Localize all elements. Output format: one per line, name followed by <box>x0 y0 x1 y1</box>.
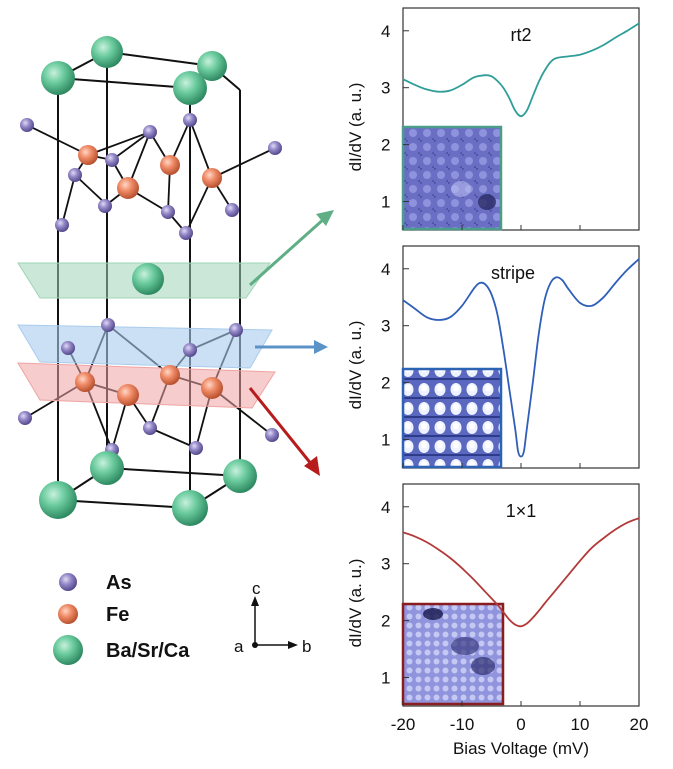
a-axis-label: a <box>234 637 244 656</box>
as-atom <box>143 125 157 139</box>
panel-title: rt2 <box>510 25 531 45</box>
y-tick-label: 3 <box>381 317 390 336</box>
ba-atom-center <box>132 263 164 295</box>
fe-atom <box>201 377 223 399</box>
as-atom <box>229 323 243 337</box>
as-atom <box>183 113 197 127</box>
fe-atom <box>75 372 95 392</box>
y-tick-label: 1 <box>381 669 390 688</box>
y-tick-label: 3 <box>381 79 390 98</box>
panel-1x1: 1 2 3 4 -20 -10 0 10 20 1×1 dI/dV (a. u.) Bias Volt… <box>346 483 649 758</box>
c-axis-label: c <box>252 579 261 598</box>
spectrum-line <box>402 22 640 118</box>
a-axis-dot <box>252 642 258 648</box>
spectrum-line <box>402 258 640 458</box>
panel-rt2: 1 2 3 4 rt2 dI/dV (a. u.) <box>346 7 640 231</box>
as-atom <box>189 441 203 455</box>
legend-ba-swatch <box>53 635 83 665</box>
ba-atom <box>41 61 75 95</box>
as-atom <box>61 341 75 355</box>
b-axis-label: b <box>302 637 311 656</box>
y-tick-label: 2 <box>381 136 390 155</box>
arrow-top-head <box>316 210 334 226</box>
y-tick-label: 1 <box>381 193 390 212</box>
ba-atom <box>39 481 77 519</box>
x-tick-label: -10 <box>450 715 475 734</box>
as-atom <box>68 168 82 182</box>
panel-title: 1×1 <box>506 501 537 521</box>
fe-atom <box>78 145 98 165</box>
bright-spot <box>451 181 471 197</box>
as-atom <box>179 226 193 240</box>
y-tick-label: 2 <box>381 374 390 393</box>
plane-arrows <box>248 210 334 476</box>
coordinate-axes: c a b <box>234 579 311 656</box>
legend-as-label: As <box>106 572 132 594</box>
y-tick-label: 3 <box>381 555 390 574</box>
as-atom <box>143 421 157 435</box>
y-tick-label: 4 <box>381 22 390 41</box>
x-tick-label: 0 <box>516 715 525 734</box>
legend: As Fe Ba/Sr/Ca <box>53 572 190 665</box>
panel-stripe: 1 2 3 4 stripe dI/dV (a. u.) <box>346 245 640 469</box>
x-tick-label: 20 <box>630 715 649 734</box>
fe-atom <box>160 155 180 175</box>
arrow-mid-head <box>314 340 328 354</box>
ba-atom <box>91 36 123 68</box>
as-atom <box>18 411 32 425</box>
x-tick-label: 10 <box>571 715 590 734</box>
y-tick-label: 1 <box>381 431 390 450</box>
y-axis-label: dI/dV (a. u.) <box>346 83 365 172</box>
y-axis-label: dI/dV (a. u.) <box>346 559 365 648</box>
defect-spot <box>451 637 479 655</box>
as-atom <box>268 141 282 155</box>
as-atom <box>98 199 112 213</box>
ba-atom <box>90 451 124 485</box>
spectrum-line <box>402 517 640 628</box>
fe-atom <box>117 177 139 199</box>
legend-fe-swatch <box>58 604 78 624</box>
as-atom <box>101 318 115 332</box>
fe-atom <box>202 168 222 188</box>
defect-spot <box>423 608 443 620</box>
c-axis-head <box>251 596 259 606</box>
plane-mid <box>17 324 273 369</box>
ba-atom <box>223 459 257 493</box>
ba-atom <box>197 51 227 81</box>
y-tick-label: 4 <box>381 498 390 517</box>
1x1-topograph-inset <box>401 602 505 706</box>
legend-as-swatch <box>59 573 77 591</box>
stripe-topograph-inset <box>401 367 503 469</box>
defect-spot <box>471 657 495 675</box>
b-axis-head <box>288 641 298 649</box>
as-atom <box>183 343 197 357</box>
as-atom <box>265 428 279 442</box>
fe-atom <box>160 365 180 385</box>
as-atom <box>161 205 175 219</box>
x-tick-label: -20 <box>391 715 416 734</box>
defect-spot <box>478 194 496 210</box>
crystal-structure <box>17 36 282 526</box>
as-atom <box>55 218 69 232</box>
arrow-bot-head <box>304 456 320 476</box>
ba-atom <box>172 490 208 526</box>
rt2-topograph-inset <box>401 125 503 231</box>
as-atom <box>20 118 34 132</box>
panel-title: stripe <box>491 263 535 283</box>
legend-fe-label: Fe <box>106 604 129 626</box>
arrow-bot <box>248 387 314 466</box>
y-axis-label: dI/dV (a. u.) <box>346 321 365 410</box>
y-tick-label: 4 <box>381 260 390 279</box>
arrow-top <box>249 216 326 287</box>
as-atom <box>225 203 239 217</box>
plane-bot <box>17 362 276 409</box>
as-atom <box>105 153 119 167</box>
legend-ba-label: Ba/Sr/Ca <box>106 640 190 662</box>
ba-atom <box>173 71 207 105</box>
y-tick-label: 2 <box>381 612 390 631</box>
fe-atom <box>117 384 139 406</box>
x-axis-label: Bias Voltage (mV) <box>453 739 589 758</box>
